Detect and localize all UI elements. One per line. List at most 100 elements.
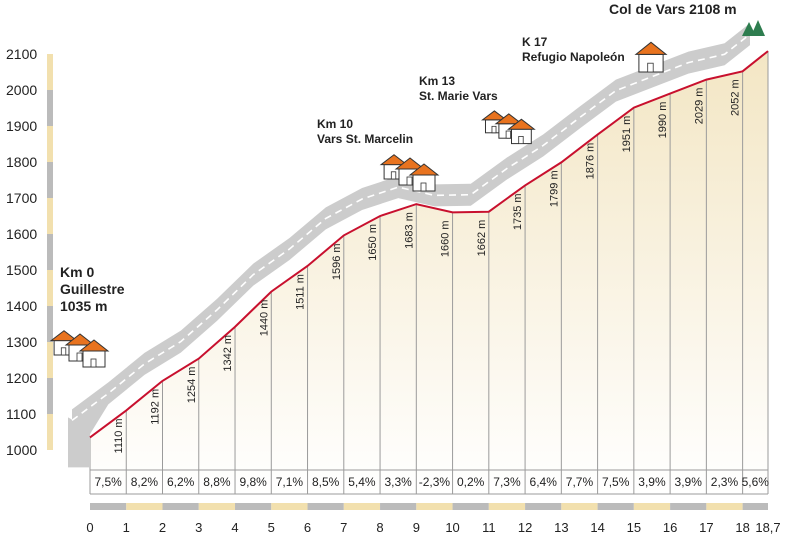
gradient-label: 7,1% bbox=[276, 475, 304, 489]
house-roof bbox=[78, 339, 110, 352]
x-tick-label: 16 bbox=[663, 520, 677, 535]
house-door bbox=[76, 352, 83, 362]
house-icon bbox=[78, 339, 110, 368]
y-axis-band-segment bbox=[47, 414, 53, 450]
elevation-label: 1254 m bbox=[186, 367, 198, 404]
house-roof bbox=[379, 154, 409, 166]
refuge-icon-napoleon bbox=[634, 41, 668, 73]
place-label: St. Marie Vars bbox=[419, 89, 498, 103]
place-label: Guillestre bbox=[60, 281, 125, 297]
y-axis-band-segment bbox=[47, 234, 53, 270]
x-axis-band-segment bbox=[633, 503, 671, 510]
gradient-label: 3,9% bbox=[675, 475, 703, 489]
x-tick-label: 5 bbox=[268, 520, 275, 535]
house-door bbox=[491, 125, 497, 134]
elevation-label: 1650 m bbox=[367, 224, 379, 261]
place-label: 1035 m bbox=[60, 298, 107, 314]
x-tick-label: 18,7 bbox=[755, 520, 780, 535]
elevation-label: 2052 m bbox=[730, 79, 742, 116]
y-tick-label: 2000 bbox=[6, 82, 37, 98]
house-roof bbox=[480, 110, 508, 121]
elevation-label: 1342 m bbox=[222, 335, 234, 372]
y-tick-label: 1900 bbox=[6, 118, 37, 134]
x-tick-label: 11 bbox=[482, 520, 496, 535]
house-door bbox=[406, 176, 413, 186]
elevation-label: 1440 m bbox=[258, 300, 270, 337]
road-band bbox=[72, 23, 750, 464]
gradient-label: 7,5% bbox=[94, 475, 122, 489]
house-roof bbox=[394, 157, 426, 170]
x-tick-label: 6 bbox=[304, 520, 311, 535]
y-axis-band-segment bbox=[47, 54, 53, 90]
x-tick-label: 3 bbox=[195, 520, 202, 535]
gradient-label: 5,6% bbox=[742, 475, 770, 489]
tree-shape bbox=[742, 22, 756, 36]
y-axis-band-segment bbox=[47, 126, 53, 162]
gradient-label: 9,8% bbox=[239, 475, 267, 489]
gradient-label: 6,4% bbox=[530, 475, 558, 489]
gradient-label: 2,3% bbox=[711, 475, 739, 489]
y-axis-band-segment bbox=[47, 378, 53, 414]
x-axis-band-segment bbox=[198, 503, 236, 510]
x-axis-band-segment bbox=[271, 503, 308, 510]
x-tick-label: 17 bbox=[699, 520, 713, 535]
gradient-label: -2,3% bbox=[419, 475, 451, 489]
y-tick-label: 1300 bbox=[6, 334, 37, 350]
house-door bbox=[647, 62, 654, 73]
gradient-label: 8,5% bbox=[312, 475, 340, 489]
village-icon-vars-st-marcelin bbox=[379, 154, 440, 192]
x-axis-band-segment bbox=[670, 503, 707, 510]
x-axis-band-segment bbox=[235, 503, 272, 510]
house-roof bbox=[49, 330, 79, 342]
gradient-label: 8,8% bbox=[203, 475, 231, 489]
house-icon bbox=[507, 118, 536, 145]
house-door bbox=[90, 358, 97, 368]
gradient-label: 3,3% bbox=[385, 475, 413, 489]
gradient-label: 8,2% bbox=[131, 475, 159, 489]
place-label: Km 10 bbox=[317, 117, 353, 131]
x-axis-band-segment bbox=[126, 503, 163, 510]
y-tick-label: 1600 bbox=[6, 226, 37, 242]
x-tick-label: 4 bbox=[231, 520, 238, 535]
house-roof bbox=[494, 113, 524, 125]
x-tick-label: 7 bbox=[340, 520, 347, 535]
y-tick-label: 1400 bbox=[6, 298, 37, 314]
elevation-label: 1660 m bbox=[440, 220, 452, 257]
elevation-label: 1662 m bbox=[476, 220, 488, 257]
x-tick-label: 1 bbox=[123, 520, 130, 535]
y-tick-label: 1700 bbox=[6, 190, 37, 206]
elevation-label: 1683 m bbox=[403, 212, 415, 249]
x-axis-band-segment bbox=[597, 503, 634, 510]
gradient-label: 7,5% bbox=[602, 475, 630, 489]
x-tick-label: 18 bbox=[735, 520, 749, 535]
x-axis-band-segment bbox=[343, 503, 381, 510]
gradient-label: 0,2% bbox=[457, 475, 485, 489]
summit-trees-icon bbox=[742, 20, 765, 36]
elevation-label: 1799 m bbox=[548, 170, 560, 207]
x-axis-band-segment bbox=[452, 503, 489, 510]
place-label: K 17 bbox=[522, 35, 548, 49]
elevation-label: 1990 m bbox=[657, 102, 669, 139]
altitude-line bbox=[89, 50, 769, 439]
y-axis-band-segment bbox=[47, 342, 53, 378]
y-axis-band-segment bbox=[47, 162, 53, 198]
gradient-label: 5,4% bbox=[348, 475, 376, 489]
house-roof bbox=[408, 163, 440, 176]
x-tick-label: 14 bbox=[590, 520, 604, 535]
x-tick-label: 2 bbox=[159, 520, 166, 535]
road-band-start bbox=[68, 417, 90, 468]
house-icon bbox=[408, 163, 440, 192]
y-tick-label: 2100 bbox=[6, 46, 37, 62]
house-roof bbox=[64, 333, 96, 346]
x-tick-label: 15 bbox=[627, 520, 641, 535]
x-axis-band-segment bbox=[380, 503, 417, 510]
gradient-label: 3,9% bbox=[638, 475, 666, 489]
y-axis-band-segment bbox=[47, 90, 53, 126]
tree-shape bbox=[751, 20, 765, 36]
elevation-label: 1192 m bbox=[150, 389, 162, 425]
x-axis-band-segment bbox=[162, 503, 199, 510]
profile-area bbox=[90, 51, 768, 494]
village-icon-guillestre bbox=[49, 330, 110, 368]
x-tick-label: 10 bbox=[445, 520, 459, 535]
